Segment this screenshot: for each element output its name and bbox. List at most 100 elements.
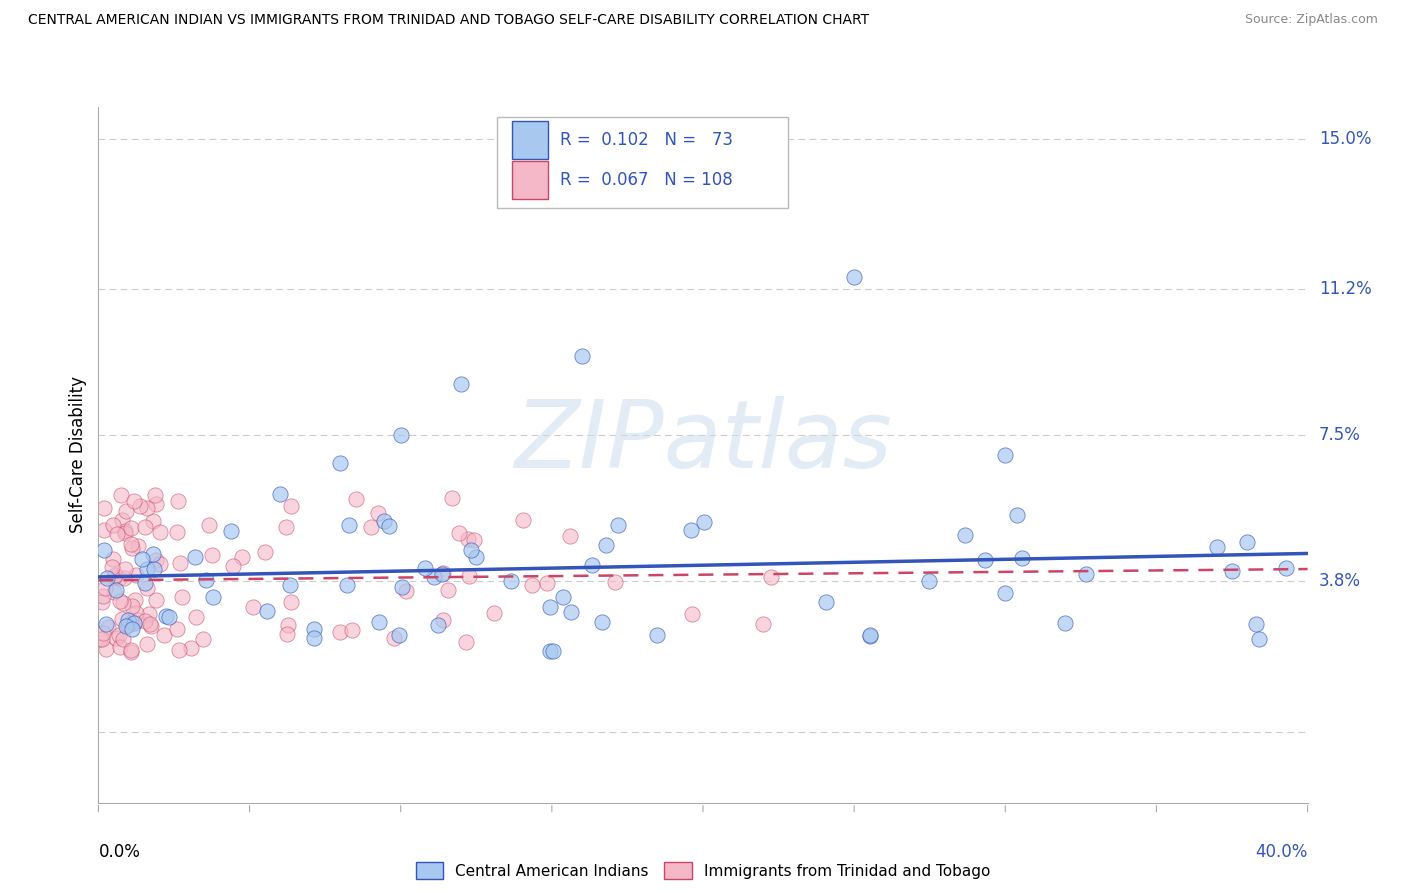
Point: [254, 545, 277, 559]
Point: [430, 566, 453, 581]
Point: [124, 606, 146, 620]
Point: [114, 571, 136, 585]
Point: [117, 613, 139, 627]
Point: [302, 631, 325, 645]
Point: [1274, 561, 1296, 575]
Point: [91, 595, 114, 609]
Point: [91, 589, 114, 603]
Point: [280, 499, 302, 513]
Point: [388, 628, 411, 642]
Point: [180, 641, 202, 656]
Point: [129, 499, 152, 513]
Point: [360, 519, 382, 533]
Point: [389, 428, 412, 442]
Point: [432, 566, 454, 580]
Point: [276, 627, 298, 641]
Point: [115, 619, 138, 633]
Point: [520, 578, 543, 592]
Point: [1053, 615, 1076, 630]
Point: [136, 562, 159, 576]
Point: [432, 613, 454, 627]
Point: [145, 592, 167, 607]
Point: [142, 562, 165, 576]
Point: [96, 642, 118, 657]
Point: [103, 570, 125, 584]
Point: [124, 592, 146, 607]
Point: [1206, 540, 1229, 554]
Point: [993, 585, 1015, 599]
Point: [541, 644, 564, 658]
Point: [454, 635, 477, 649]
Point: [184, 610, 207, 624]
Point: [440, 491, 463, 506]
Point: [201, 591, 224, 605]
Point: [606, 518, 628, 533]
Point: [1236, 534, 1258, 549]
Point: [560, 605, 582, 619]
Point: [93, 501, 115, 516]
Point: [501, 574, 523, 589]
Point: [191, 632, 214, 646]
Point: [752, 617, 775, 632]
Point: [1220, 564, 1243, 578]
Point: [167, 494, 190, 508]
Point: [134, 520, 156, 534]
Point: [127, 539, 149, 553]
Point: [114, 525, 136, 540]
Point: [136, 581, 159, 595]
Point: [198, 518, 221, 533]
Point: [108, 594, 131, 608]
Point: [121, 541, 143, 555]
Point: [269, 487, 291, 501]
Point: [110, 640, 132, 655]
Point: [114, 561, 136, 575]
Point: [242, 600, 264, 615]
Point: [201, 548, 224, 562]
Point: [105, 527, 128, 541]
Point: [463, 533, 485, 547]
Point: [692, 516, 714, 530]
Point: [815, 595, 838, 609]
Point: [112, 632, 135, 647]
Text: Source: ZipAtlas.com: Source: ZipAtlas.com: [1244, 13, 1378, 27]
Point: [336, 577, 359, 591]
Point: [139, 616, 162, 631]
Text: 7.5%: 7.5%: [1319, 426, 1361, 444]
Point: [280, 595, 302, 609]
Point: [278, 578, 301, 592]
Point: [450, 376, 472, 391]
Point: [108, 628, 131, 642]
Point: [536, 576, 558, 591]
Point: [367, 615, 389, 629]
Point: [145, 497, 167, 511]
Text: R =  0.102   N =   73: R = 0.102 N = 73: [561, 131, 734, 149]
Point: [329, 625, 352, 640]
Point: [103, 518, 125, 533]
Point: [538, 599, 561, 614]
Point: [423, 570, 446, 584]
Point: [231, 550, 253, 565]
Point: [595, 538, 617, 552]
Point: [145, 553, 167, 567]
Point: [103, 584, 125, 599]
Point: [100, 560, 122, 574]
Point: [918, 574, 941, 588]
Point: [859, 629, 882, 643]
Point: [457, 532, 479, 546]
Point: [1249, 632, 1271, 647]
Point: [953, 528, 976, 542]
Point: [121, 623, 143, 637]
Point: [131, 552, 153, 566]
Point: [104, 568, 127, 582]
Point: [169, 556, 191, 570]
Text: 0.0%: 0.0%: [98, 843, 141, 861]
Point: [111, 513, 134, 527]
Point: [484, 606, 506, 620]
Point: [122, 616, 145, 631]
Point: [373, 514, 395, 528]
Point: [413, 561, 436, 575]
Point: [169, 643, 191, 657]
Point: [558, 528, 581, 542]
Point: [1005, 508, 1028, 522]
Point: [426, 617, 449, 632]
